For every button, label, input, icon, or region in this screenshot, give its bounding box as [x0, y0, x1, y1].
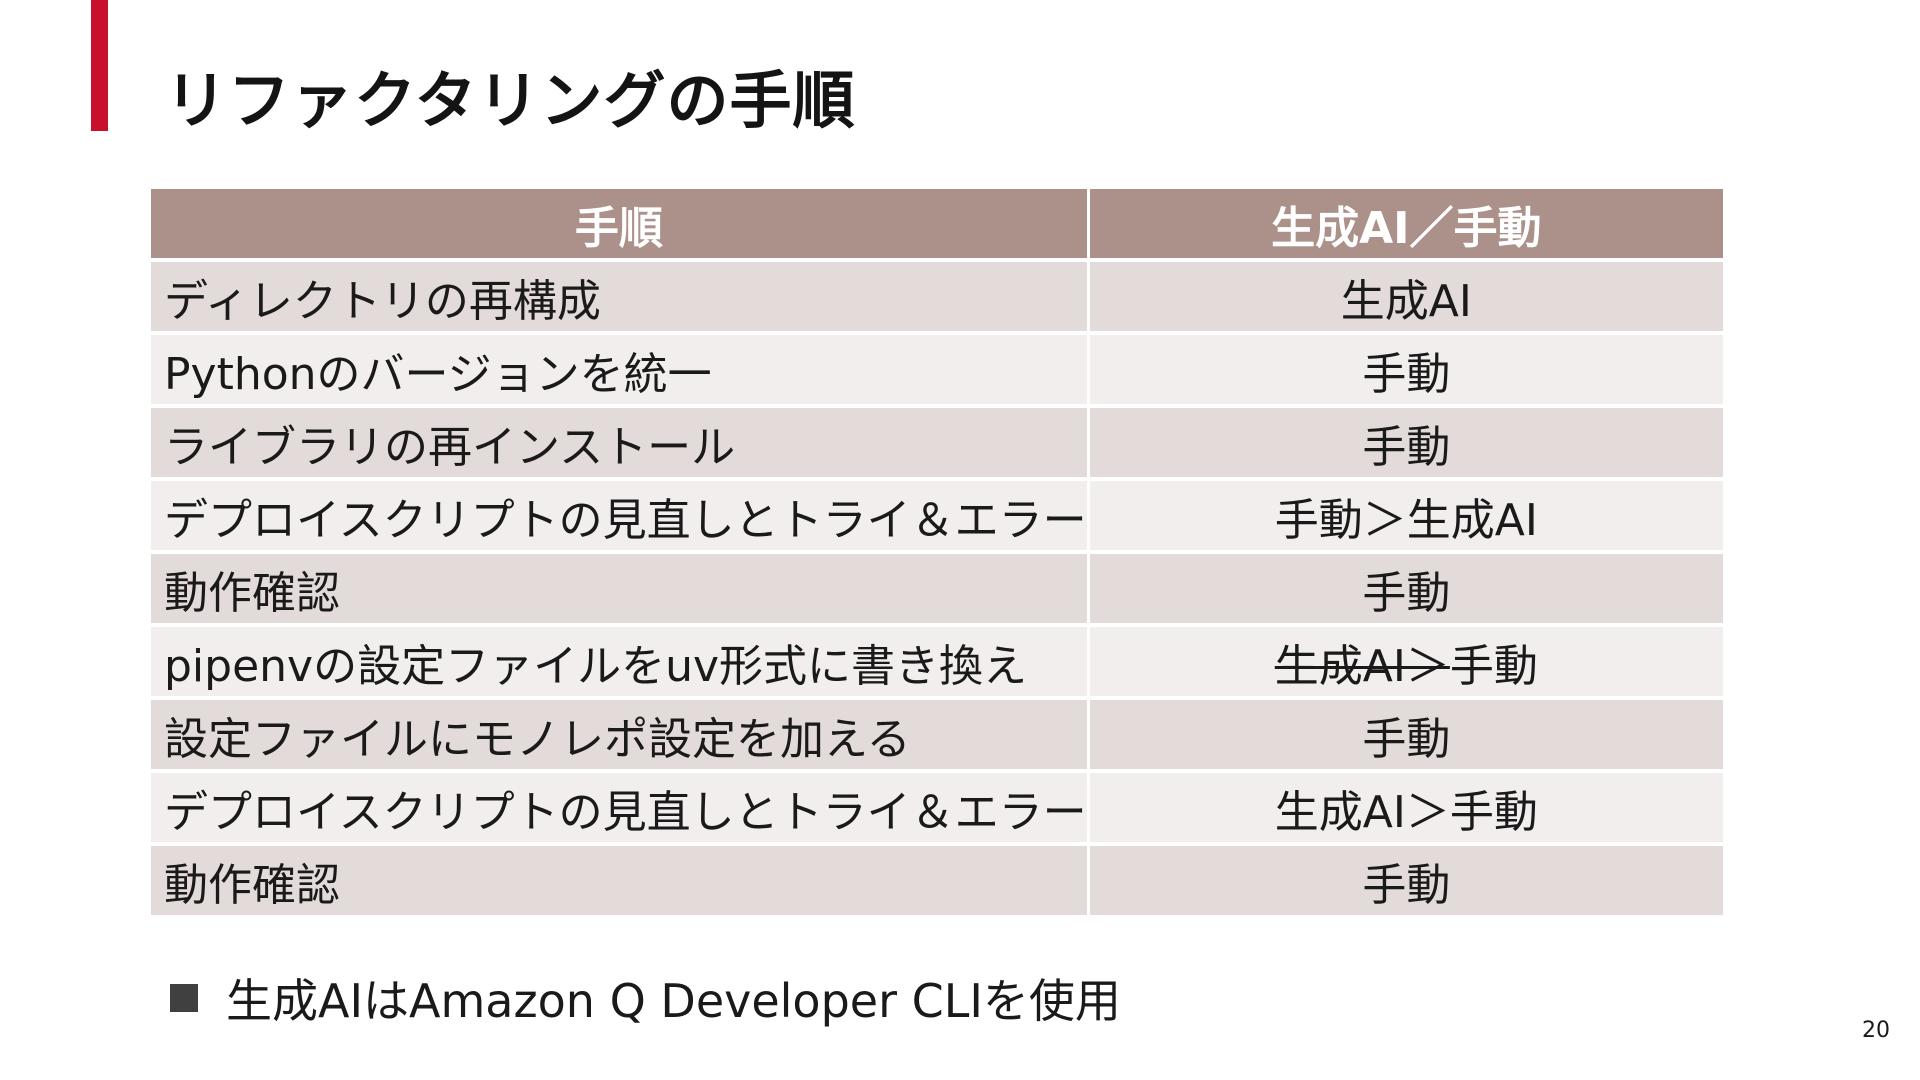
method-cell: 手動	[1089, 700, 1723, 773]
method-cell: 手動	[1089, 335, 1723, 408]
struck-method-text: 生成AI＞	[1274, 640, 1450, 692]
step-cell: ディレクトリの再構成	[151, 262, 1090, 335]
method-cell: 手動＞生成AI	[1089, 481, 1723, 554]
refactoring-steps-table: 手順 生成AI／手動 ディレクトリの再構成 生成AI Pythonのバージョンを…	[151, 189, 1723, 915]
method-cell: 生成AI＞手動	[1089, 773, 1723, 846]
header-method: 生成AI／手動	[1089, 189, 1723, 262]
table-row: 動作確認 手動	[151, 846, 1723, 915]
table-row: デプロイスクリプトの見直しとトライ＆エラー 手動＞生成AI	[151, 481, 1723, 554]
step-cell: ライブラリの再インストール	[151, 408, 1090, 481]
table-row: pipenvの設定ファイルをuv形式に書き換え 生成AI＞手動	[151, 627, 1723, 700]
header-step: 手順	[151, 189, 1090, 262]
method-cell: 手動	[1089, 846, 1723, 915]
table-header-row: 手順 生成AI／手動	[151, 189, 1723, 262]
step-cell: デプロイスクリプトの見直しとトライ＆エラー	[151, 773, 1090, 846]
step-cell: 設定ファイルにモノレポ設定を加える	[151, 700, 1090, 773]
table-row: Pythonのバージョンを統一 手動	[151, 335, 1723, 408]
table-row: デプロイスクリプトの見直しとトライ＆エラー 生成AI＞手動	[151, 773, 1723, 846]
page-number: 20	[1862, 1018, 1890, 1043]
slide-title: リファクタリングの手順	[165, 64, 856, 137]
footnote: 生成AIはAmazon Q Developer CLIを使用	[170, 965, 1121, 1031]
square-bullet-icon	[170, 984, 198, 1012]
table-row: ディレクトリの再構成 生成AI	[151, 262, 1723, 335]
step-cell: デプロイスクリプトの見直しとトライ＆エラー	[151, 481, 1090, 554]
method-cell: 手動	[1089, 408, 1723, 481]
table-row: 設定ファイルにモノレポ設定を加える 手動	[151, 700, 1723, 773]
step-cell: 動作確認	[151, 554, 1090, 627]
footnote-text: 生成AIはAmazon Q Developer CLIを使用	[226, 974, 1121, 1028]
method-text: 手動	[1449, 640, 1538, 692]
method-cell: 手動	[1089, 554, 1723, 627]
step-cell: Pythonのバージョンを統一	[151, 335, 1090, 408]
table-row: 動作確認 手動	[151, 554, 1723, 627]
method-cell: 生成AI＞手動	[1089, 627, 1723, 700]
step-cell: pipenvの設定ファイルをuv形式に書き換え	[151, 627, 1090, 700]
table-row: ライブラリの再インストール 手動	[151, 408, 1723, 481]
title-accent-bar	[91, 0, 108, 131]
step-cell: 動作確認	[151, 846, 1090, 915]
method-cell: 生成AI	[1089, 262, 1723, 335]
